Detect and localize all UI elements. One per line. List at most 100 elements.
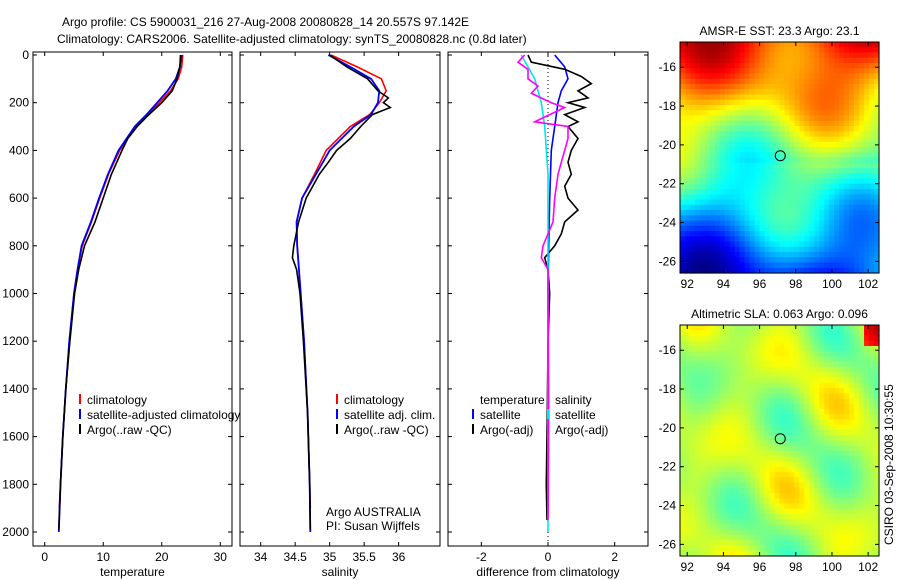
map-cell — [739, 73, 746, 80]
map-cell — [849, 168, 855, 174]
map-cell — [709, 393, 716, 400]
map-cell — [729, 262, 736, 269]
map-cell — [814, 173, 820, 180]
map-cell — [689, 57, 696, 64]
map-cell — [704, 372, 711, 379]
map-cell — [764, 252, 771, 258]
map-cell — [694, 382, 701, 389]
map-cell — [739, 257, 746, 264]
map-cell — [719, 210, 726, 216]
map-cell — [734, 377, 741, 384]
map-cell — [844, 183, 850, 190]
map-cell — [829, 424, 835, 431]
map-cell — [684, 131, 691, 138]
map-cell — [724, 409, 731, 415]
map-cell — [719, 414, 726, 421]
map-cell — [789, 393, 796, 400]
map-cell — [844, 424, 850, 431]
map-cell — [779, 524, 786, 531]
map-cell — [734, 126, 741, 132]
map-cell — [714, 173, 721, 180]
map-cell — [779, 330, 786, 337]
map-cell — [844, 435, 850, 442]
map-cell — [824, 493, 830, 499]
map-cell — [749, 388, 756, 394]
map-cell — [759, 372, 766, 379]
map-cell — [829, 519, 835, 526]
map-cell — [744, 110, 751, 117]
map-cell — [769, 262, 776, 269]
map-cell — [759, 105, 766, 111]
map-cell — [839, 157, 845, 164]
map-cell — [814, 215, 820, 222]
map-cell — [684, 115, 691, 122]
map-cell — [764, 388, 771, 394]
map-cell — [724, 231, 731, 237]
map-cell — [844, 47, 850, 54]
map-cell — [734, 246, 741, 253]
map-cell — [864, 445, 870, 452]
map-cell — [729, 57, 736, 64]
map-cell — [744, 231, 751, 237]
map-cell — [754, 403, 761, 410]
map-cell — [749, 147, 756, 153]
map-cell — [829, 524, 835, 531]
map-cell — [794, 514, 800, 520]
map-cell — [719, 435, 726, 442]
map-cell — [689, 503, 696, 510]
map-cell — [874, 508, 880, 515]
map-cell — [839, 451, 845, 457]
map-cell — [764, 535, 771, 541]
map-cell — [784, 472, 791, 478]
map-cell — [729, 225, 736, 232]
map-cell — [754, 456, 761, 463]
map-cell — [814, 199, 820, 206]
map-cell — [754, 335, 761, 342]
map-cell — [769, 445, 776, 452]
map-cell — [699, 52, 706, 59]
map-cell — [719, 73, 726, 80]
map-cell — [704, 94, 711, 101]
map-cell — [709, 210, 716, 216]
map-cell — [719, 440, 726, 447]
map-cell — [729, 42, 736, 48]
map-cell — [824, 84, 830, 90]
map-cell — [699, 409, 706, 415]
map-cell — [814, 498, 820, 505]
map-cell — [774, 393, 781, 400]
map-cell — [834, 215, 840, 222]
map-cell — [739, 346, 746, 352]
map-cell — [694, 519, 701, 526]
map-cell — [859, 325, 865, 331]
map-cell — [844, 57, 850, 64]
map-cell — [874, 136, 880, 143]
map-cell — [829, 94, 835, 101]
map-cell — [849, 346, 855, 352]
map-cell — [709, 173, 716, 180]
map-cell — [689, 220, 696, 227]
map-cell — [869, 545, 875, 552]
map-cell — [859, 236, 865, 243]
map-cell — [680, 194, 686, 201]
map-cell — [749, 419, 756, 426]
map-cell — [874, 162, 880, 169]
map-cell — [799, 403, 805, 410]
map-cell — [744, 136, 751, 143]
map-cell — [729, 89, 736, 96]
map-cell — [794, 351, 800, 358]
map-cell — [864, 372, 870, 379]
map-cell — [754, 409, 761, 415]
map-cell — [804, 110, 810, 117]
map-cell — [684, 466, 691, 473]
map-cell — [764, 330, 771, 337]
map-cell — [799, 482, 805, 489]
map-cell — [789, 220, 796, 227]
map-cell — [779, 89, 786, 96]
map-cell — [724, 535, 731, 541]
map-cell — [804, 388, 810, 394]
map-cell — [789, 63, 796, 69]
map-cell — [864, 141, 870, 148]
map-cell — [784, 168, 791, 174]
map-cell — [869, 241, 875, 248]
map-cell — [709, 461, 716, 468]
